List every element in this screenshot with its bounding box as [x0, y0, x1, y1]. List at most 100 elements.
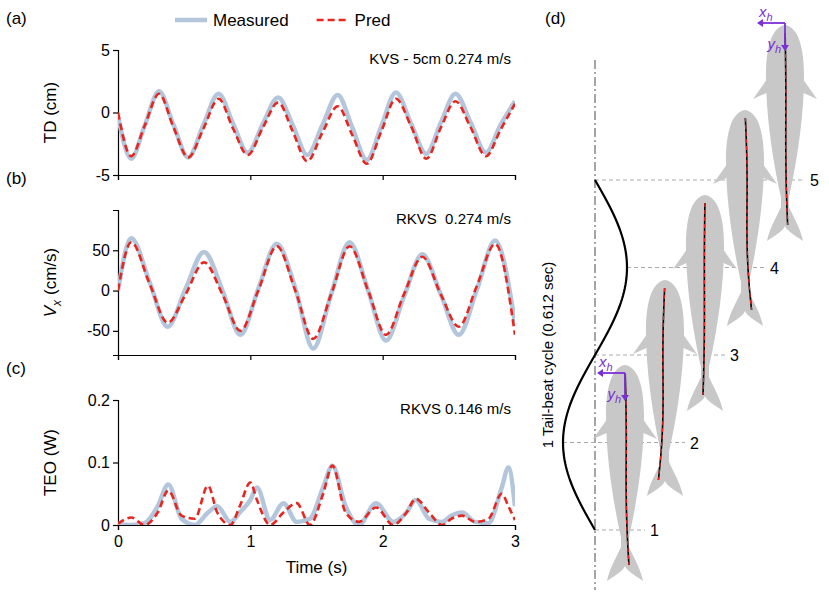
- fish-midline-pred: [658, 288, 664, 480]
- annotation: KVS - 5cm 0.274 m/s: [369, 50, 511, 67]
- y-tick: 0: [101, 517, 118, 534]
- fish-midline-pred: [745, 118, 751, 310]
- fish-midline: [658, 288, 664, 480]
- frame-arrow-y: [621, 395, 629, 401]
- y-tick-label: 0.1: [88, 454, 110, 471]
- y-tick-label: 0: [101, 104, 110, 121]
- panel: -50050(b)RKVS 0.274 m/sVx(cm/s): [6, 169, 516, 360]
- y-tick-mark: [113, 50, 118, 51]
- y-axis: 0 0.1 0.2: [88, 392, 119, 534]
- frame-axis-x: [601, 372, 625, 374]
- x-axis-line: [119, 526, 516, 531]
- fish-body: [646, 280, 684, 496]
- diagram: (d)1 Tail-beat cycle (0.612 sec)12345xhy…: [539, 3, 819, 590]
- fish-midline: [745, 118, 751, 310]
- y-tick-label: -50: [87, 322, 110, 339]
- x-tick-label: 1: [246, 533, 255, 550]
- panel: 012300.10.2(c)RKVS 0.146 m/sTEO (W)Time …: [6, 359, 520, 577]
- x-tick-mark: [515, 355, 516, 360]
- frame-arrow-y: [781, 45, 789, 51]
- pred-line: [118, 94, 515, 164]
- y-tick: -50: [87, 322, 118, 339]
- fish: [673, 195, 737, 411]
- y-tick-label: 0: [101, 282, 110, 299]
- fish-midline: [703, 203, 705, 395]
- frame-label: yh: [766, 35, 781, 55]
- fish: [713, 110, 777, 326]
- y-tick-mark: [113, 525, 118, 526]
- panel-letter: (c): [6, 359, 26, 378]
- plot-lines: [118, 238, 515, 348]
- frame-arrow-x: [597, 369, 603, 377]
- panel-letter: (b): [6, 169, 27, 188]
- legend-label: Pred: [355, 11, 391, 30]
- x-axis: 0 1 2 3: [114, 525, 520, 550]
- fish-midline-pred: [785, 33, 787, 225]
- stage-label: 5: [810, 172, 819, 189]
- x-tick: 3: [511, 525, 520, 550]
- y-tick-mark: [113, 331, 118, 332]
- y-axis: -50 0 50: [87, 211, 119, 356]
- stage-label: 4: [770, 260, 779, 277]
- y-tick-label: -5: [96, 167, 110, 184]
- x-tick-mark: [383, 355, 384, 360]
- y-tick-mark: [113, 400, 118, 401]
- measured-line: [118, 466, 515, 525]
- y-tick: 0.2: [88, 392, 118, 409]
- fish-fin: [759, 160, 777, 184]
- x-tick-mark: [250, 355, 251, 360]
- y-axis-line: [113, 401, 119, 526]
- y-tick: 50: [92, 242, 118, 259]
- pred-line: [118, 466, 515, 525]
- x-axis-line: [119, 356, 516, 361]
- x-tick: [250, 355, 251, 360]
- x-tick-mark: [515, 175, 516, 180]
- x-tick-mark: [383, 175, 384, 180]
- fish-fin: [713, 160, 731, 184]
- x-tick: [383, 175, 384, 180]
- y-tick-mark: [113, 290, 118, 291]
- y-tick-label: 0: [101, 517, 110, 534]
- stage-label: 1: [650, 522, 659, 539]
- frame-label: xh: [598, 353, 613, 373]
- x-tick-mark: [250, 525, 251, 530]
- x-tick: [250, 175, 251, 180]
- y-tick-label: 50: [92, 242, 110, 259]
- stage-label: 3: [730, 347, 739, 364]
- y-tick-mark: [113, 175, 118, 176]
- frame-label-sub: h: [615, 393, 621, 405]
- y-tick: 0.1: [88, 454, 118, 471]
- y-axis-title: Vx(cm/s): [41, 248, 64, 318]
- y-tick: 0: [101, 104, 118, 121]
- frame-axis-y: [784, 23, 786, 47]
- fish-midline: [625, 373, 629, 565]
- x-axis-title: Time (s): [286, 558, 348, 577]
- fish-fin: [639, 415, 657, 439]
- fish: [633, 280, 697, 496]
- fish-fin: [593, 415, 611, 439]
- fish-midline-pred: [625, 373, 629, 565]
- x-tick: [515, 355, 516, 360]
- plot-lines: [118, 91, 515, 164]
- legend-swatch: [317, 19, 349, 22]
- frame-label-sub: h: [767, 11, 773, 23]
- fish-fin: [679, 330, 697, 354]
- y-tick: 0: [101, 282, 118, 299]
- frame-label-sub: h: [607, 361, 613, 373]
- x-tick: 2: [379, 525, 388, 550]
- y-tick: -5: [96, 167, 118, 184]
- frame-label: xh: [758, 3, 773, 23]
- fish-fin: [673, 245, 691, 269]
- annotation: RKVS 0.146 m/s: [400, 400, 511, 417]
- frame-arrow-x: [757, 19, 763, 27]
- fish-midline: [785, 33, 787, 225]
- legend-label: Measured: [213, 11, 289, 30]
- head-frame: xhyh: [597, 353, 629, 405]
- x-tick-mark: [515, 525, 516, 530]
- x-tick-label: 0: [114, 533, 123, 550]
- legend-swatch: [175, 18, 207, 23]
- head-frame: xh yh: [757, 3, 789, 55]
- frame-axis-x: [761, 22, 785, 24]
- fish-fin: [719, 245, 737, 269]
- measured-line: [118, 238, 515, 348]
